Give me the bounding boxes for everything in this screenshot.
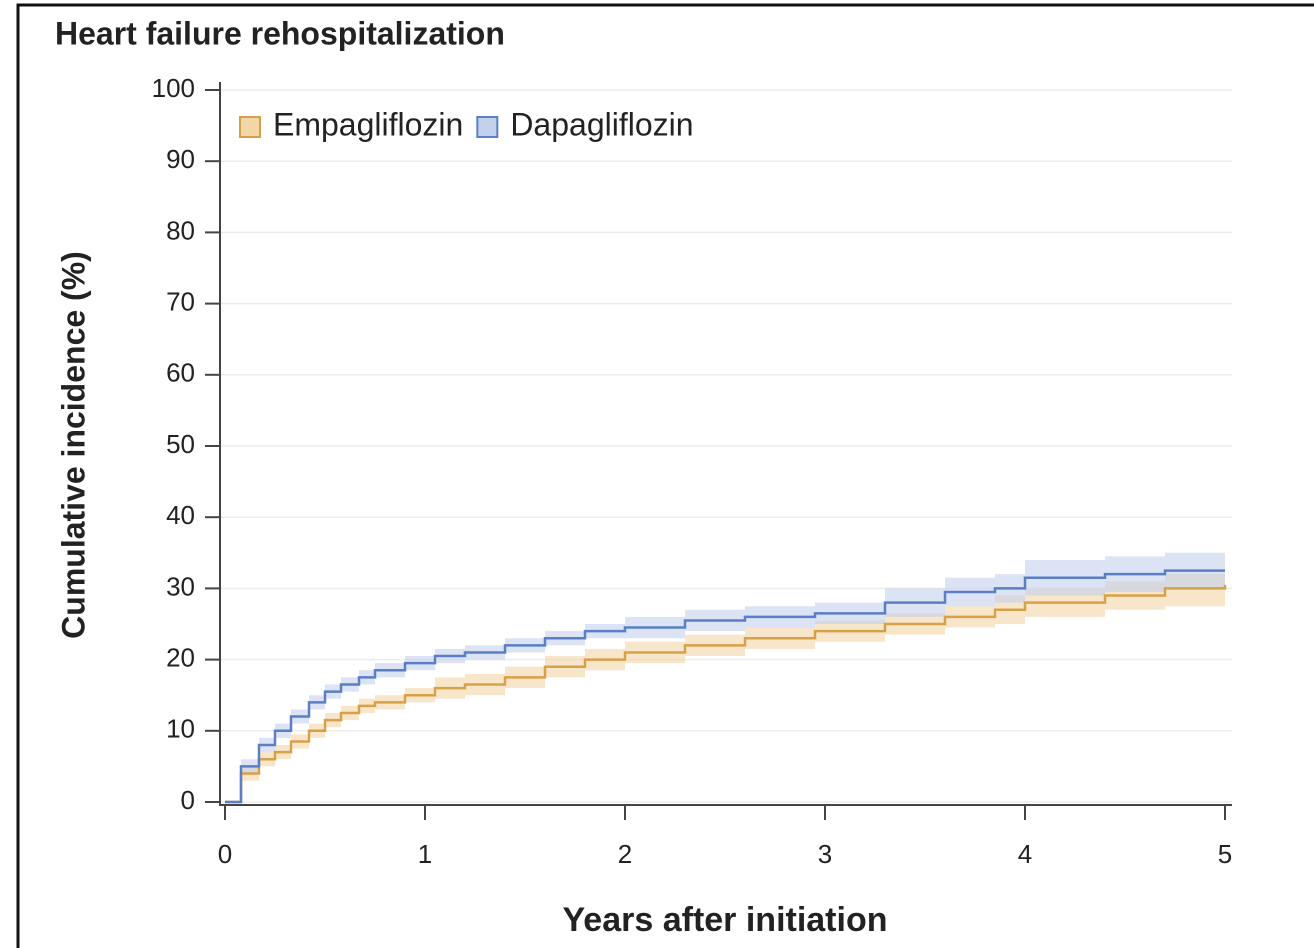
y-tick-label: 50	[166, 429, 195, 459]
y-tick-label: 60	[166, 358, 195, 388]
y-tick-label: 40	[166, 500, 195, 530]
x-tick-label: 1	[418, 839, 432, 869]
x-axis-label: Years after initiation	[563, 901, 888, 939]
y-tick-label: 0	[181, 785, 195, 815]
y-tick-label: 90	[166, 144, 195, 174]
x-tick-label: 4	[1018, 839, 1032, 869]
frame	[16, 3, 1314, 948]
y-tick-label: 30	[166, 571, 195, 601]
legend-label: Empagliflozin	[273, 106, 463, 142]
x-tick-label: 0	[218, 839, 232, 869]
y-tick-label: 10	[166, 714, 195, 744]
legend-swatch	[476, 116, 499, 138]
y-tick-label: 70	[166, 286, 195, 316]
chart-title: Heart failure rehospitalization	[55, 15, 505, 51]
y-tick-label: 100	[152, 73, 195, 103]
legend-swatch	[239, 116, 261, 138]
y-tick-label: 80	[166, 215, 195, 245]
y-tick-label: 20	[166, 642, 195, 672]
x-tick-label: 2	[618, 839, 632, 869]
x-tick-label: 5	[1218, 839, 1232, 869]
confidence-band	[225, 570, 1225, 802]
step-line	[225, 584, 1227, 804]
legend-label: Dapagliflozin	[510, 106, 693, 142]
x-tick-label: 3	[818, 839, 832, 869]
y-axis-label: Cumulative incidence (%)	[55, 251, 91, 639]
step-line	[225, 569, 1225, 804]
